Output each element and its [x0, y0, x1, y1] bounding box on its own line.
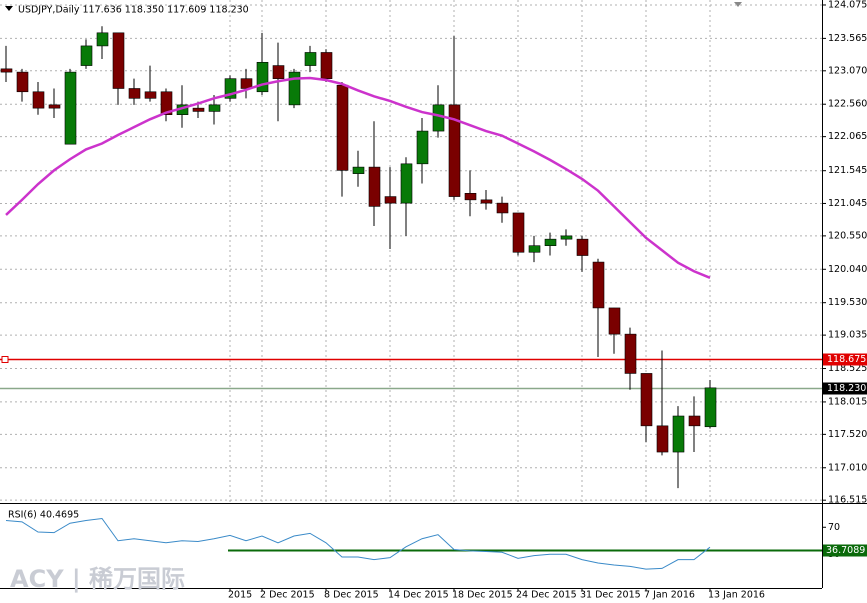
candle-body [496, 202, 509, 214]
candle-body [688, 415, 701, 427]
candle-body [544, 238, 557, 247]
candle-body [512, 212, 525, 253]
candle-body [352, 166, 365, 174]
candle-body [208, 104, 221, 112]
y-tick-label: 119.035 [828, 330, 867, 341]
rsi-level-label: 36.7089 [826, 545, 865, 556]
y-tick-label: 118.525 [828, 363, 867, 374]
level-handle [1, 356, 9, 363]
candle-body [448, 104, 461, 197]
candle-body [336, 84, 349, 171]
x-tick-label: 31 Dec 2015 [580, 590, 641, 601]
candle-body [528, 245, 541, 253]
rsi-label: RSI(6) 40.4695 [8, 510, 79, 521]
x-tick-label: 7 Jan 2016 [644, 590, 695, 601]
candle-body [256, 61, 269, 93]
y-tick-label: 124.075 [828, 0, 867, 10]
candle-body [80, 45, 93, 66]
rsi-level-box [823, 544, 867, 557]
y-tick-label: 121.545 [828, 165, 867, 176]
candle-body [224, 78, 237, 99]
candle-body [656, 425, 669, 453]
candle-body [480, 199, 493, 204]
y-tick-label: 120.550 [828, 230, 867, 241]
rsi-line [5, 517, 711, 570]
y-tick-label: 121.045 [828, 198, 867, 209]
candle-body [160, 91, 173, 115]
candle-body [464, 193, 477, 201]
menu-arrow[interactable] [5, 6, 13, 11]
candle-body [608, 307, 621, 335]
y-tick-label: 120.040 [828, 264, 867, 275]
shift-marker[interactable] [734, 2, 742, 7]
candle-body [96, 32, 109, 47]
candle-body [704, 387, 717, 428]
candle-body [144, 91, 157, 99]
candle-body [672, 415, 685, 453]
candle-body [400, 163, 413, 204]
level-label-box [823, 353, 867, 366]
x-tick-label: 8 Dec 2015 [324, 590, 379, 601]
candle-body [240, 78, 253, 89]
x-tick-label: 2015 [228, 590, 252, 601]
candle-body [320, 52, 333, 79]
y-tick-label: 122.560 [828, 99, 867, 110]
candle-body [272, 65, 285, 79]
x-tick-label: 14 Dec 2015 [388, 590, 449, 601]
level-label: 118.230 [827, 383, 866, 394]
candle-body [640, 373, 653, 427]
candle-body [128, 88, 141, 99]
candle-body [112, 32, 125, 89]
y-tick-label: 118.015 [828, 396, 867, 407]
y-tick-label: 123.070 [828, 65, 867, 76]
x-tick-label: 24 Dec 2015 [516, 590, 577, 601]
candle-body [32, 91, 45, 109]
candle-body [288, 71, 301, 106]
y-tick-label: 117.520 [828, 429, 867, 440]
moving-average-line [5, 76, 711, 279]
candle-body [592, 261, 605, 309]
y-tick-label: 122.065 [828, 131, 867, 142]
candle-body [0, 68, 13, 73]
x-tick-label: 13 Jan 2016 [708, 590, 765, 601]
candle-body [576, 238, 589, 256]
candle-body [416, 130, 429, 165]
chart-title: USDJPY,Daily 117.636 118.350 117.609 118… [18, 5, 249, 16]
candle-body [560, 235, 573, 240]
candle-body [16, 71, 29, 93]
candle-body [624, 333, 637, 374]
y-tick-label: 119.530 [828, 297, 867, 308]
candle-body [192, 107, 205, 112]
x-tick-label: 18 Dec 2015 [452, 590, 513, 601]
x-tick-label: 2 Dec 2015 [260, 590, 315, 601]
candle-body [64, 71, 77, 145]
y-tick-label: 123.565 [828, 33, 867, 44]
candle-body [432, 104, 445, 132]
rsi-tick-label: 70 [828, 522, 840, 533]
y-tick-label: 116.515 [828, 495, 867, 506]
candle-body [48, 104, 61, 109]
candle-body [384, 196, 397, 204]
candle-body [304, 52, 317, 66]
y-tick-label: 117.010 [828, 462, 867, 473]
watermark: ACY | 稀万国际 [10, 565, 185, 593]
candle-body [368, 166, 381, 207]
level-label: 118.675 [827, 354, 866, 365]
level-label-box [823, 382, 867, 395]
